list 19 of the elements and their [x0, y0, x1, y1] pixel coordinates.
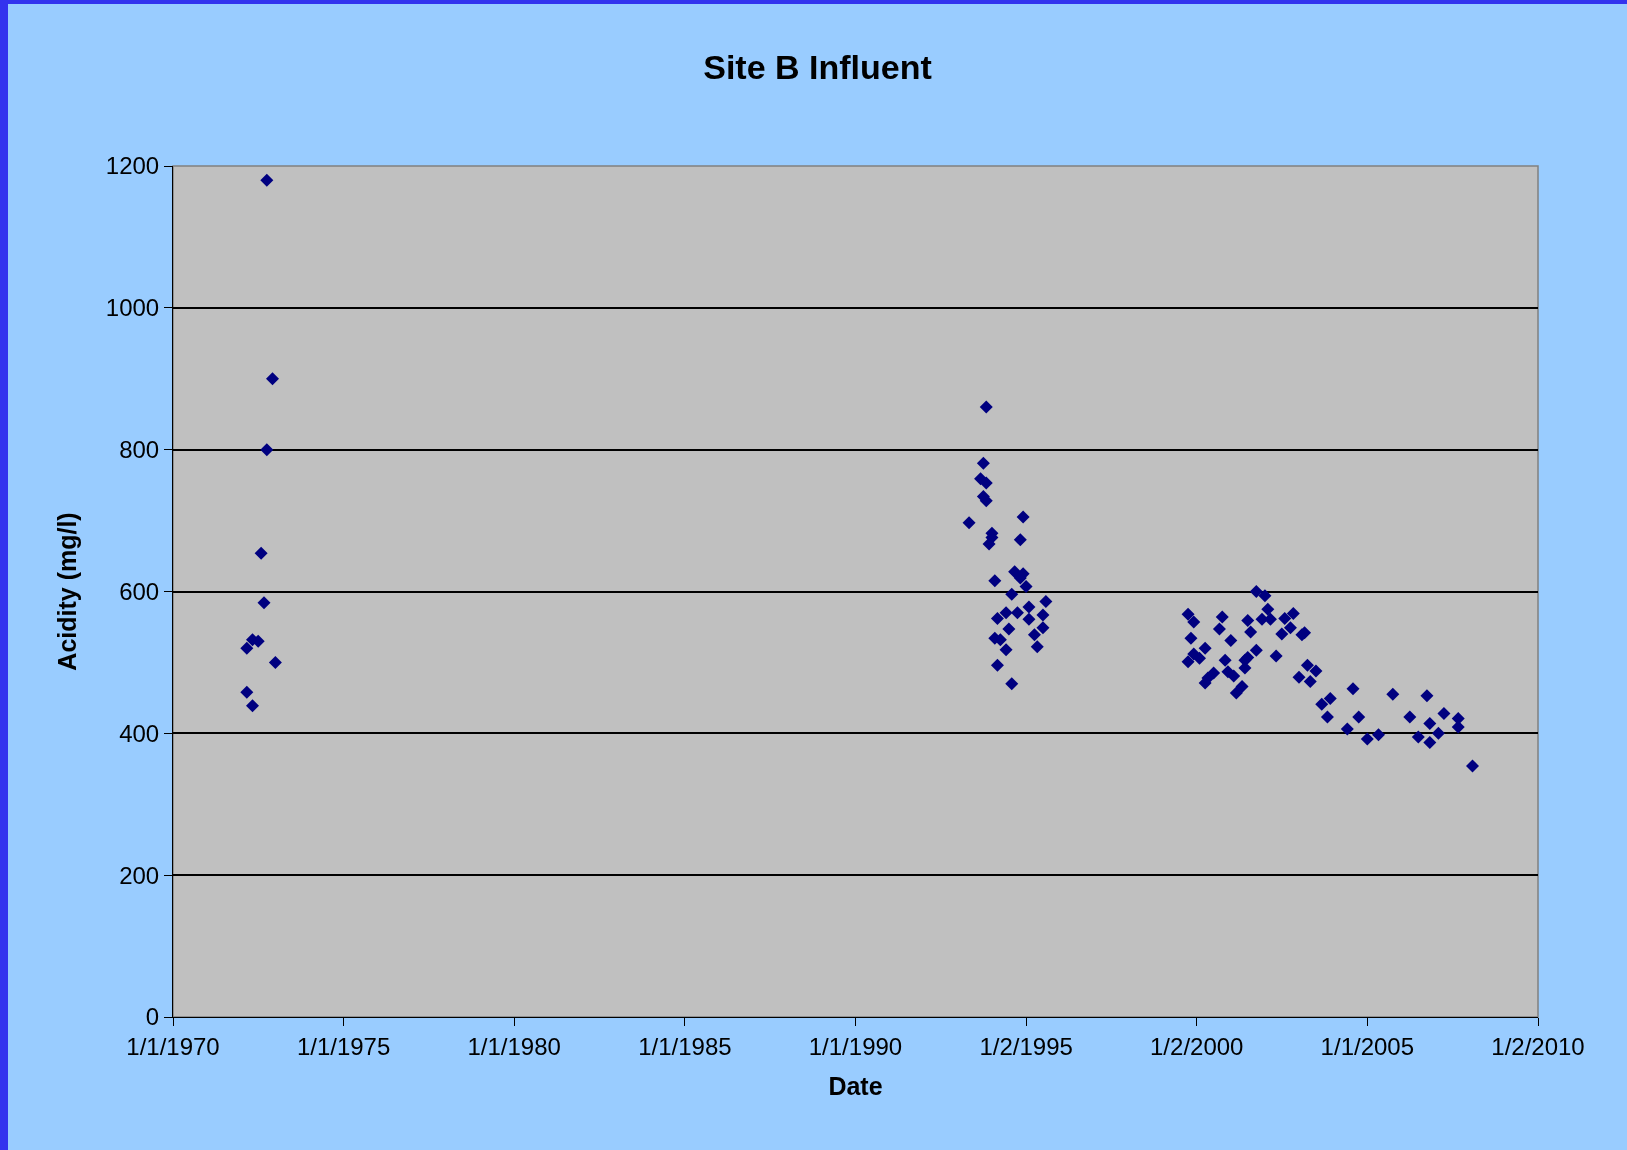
y-tick-label: 800	[119, 436, 160, 464]
x-tick-label: 1/1/1980	[467, 1032, 561, 1060]
y-axis-title: Acidity (mg/l)	[52, 512, 81, 671]
x-tick-label: 1/2/2010	[1491, 1032, 1585, 1060]
y-tick-label: 0	[145, 1003, 160, 1031]
y-tick-label: 400	[119, 719, 160, 747]
x-tick-label: 1/1/2005	[1320, 1032, 1415, 1060]
x-tick-label: 1/2/2000	[1150, 1032, 1244, 1060]
y-tick-label: 1000	[105, 294, 160, 322]
y-tick-label: 600	[119, 577, 160, 605]
y-tick-label: 1200	[105, 152, 160, 180]
chart-title: Site B Influent	[703, 48, 932, 87]
x-tick-label: 1/1/1985	[638, 1032, 732, 1060]
x-tick-label: 1/1/1990	[808, 1032, 903, 1060]
x-tick-label: 1/1/1970	[126, 1032, 220, 1060]
x-tick-label: 1/2/1995	[979, 1032, 1073, 1060]
y-tick-label: 200	[119, 861, 160, 889]
x-axis-title: Date	[828, 1071, 883, 1100]
x-tick-label: 1/1/1975	[296, 1032, 391, 1060]
